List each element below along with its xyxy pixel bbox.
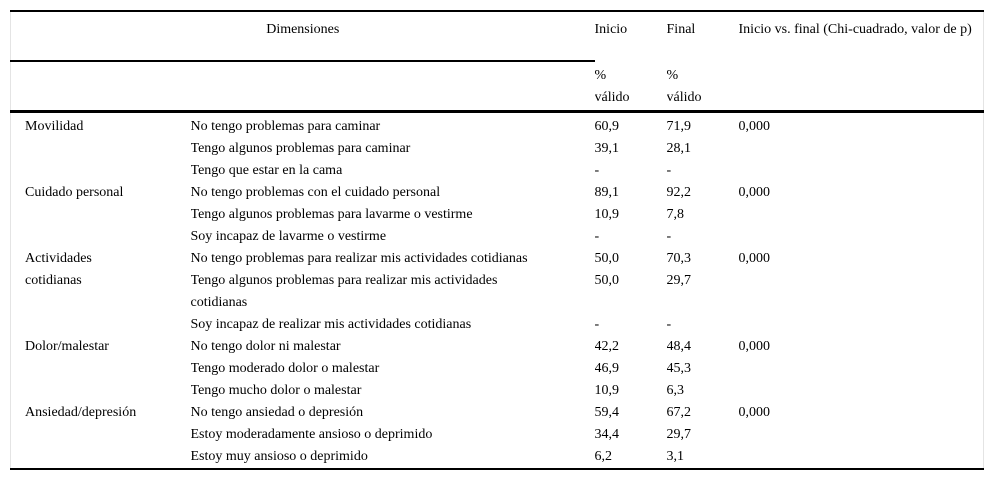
table-row: Cuidado personal No tengo problemas con e… [11, 182, 984, 204]
p-value-cell: 0,000 [738, 250, 771, 266]
p-value-cell [739, 160, 984, 182]
table-row: Actividades cotidianas No tengo problemas… [11, 248, 984, 288]
description-cell: No tengo problemas para realizar mis act… [190, 250, 528, 266]
table-body: Movilidad No tengo problemas para caminar… [11, 111, 984, 469]
final-value-cell: 29,7 [666, 272, 692, 288]
inicio-value-cell: 10,9 [594, 382, 620, 398]
final-value-cell: 48,4 [666, 338, 692, 354]
final-value-cell: 71,9 [666, 118, 692, 134]
p-value-cell [739, 226, 984, 248]
table-row: Movilidad No tengo problemas para caminar… [11, 111, 984, 138]
final-value-cell: 7,8 [666, 206, 685, 222]
table-row: Tengo algunos problemas para caminar 39,1… [11, 138, 984, 160]
p-value-cell [739, 204, 984, 226]
inicio-value-cell: 42,2 [594, 338, 620, 354]
table-row: Tengo que estar en la cama - - [11, 160, 984, 182]
p-value-cell [739, 270, 984, 314]
final-value-cell: - [666, 316, 672, 332]
column-header-final: Final [666, 22, 696, 37]
description-cell: Estoy moderadamente ansioso o deprimido [190, 426, 433, 442]
description-cell: Tengo algunos problemas para caminar [190, 140, 411, 156]
dimension-cell: Ansiedad/depresión [25, 404, 137, 420]
final-value-cell: 70,3 [666, 250, 692, 266]
eq5d-results-table: Dimensiones Inicio Final Inicio vs. fina… [10, 10, 985, 470]
description-cell: No tengo problemas con el cuidado person… [190, 184, 441, 200]
description-cell: Tengo moderado dolor o malestar [190, 360, 380, 376]
p-value-cell [739, 424, 984, 446]
p-value-cell: 0,000 [738, 338, 771, 354]
inicio-value-cell: 39,1 [594, 140, 620, 156]
description-cell: Soy incapaz de realizar mis actividades … [190, 316, 472, 332]
description-cell: Tengo que estar en la cama [190, 162, 343, 178]
header-spacer-cell [10, 61, 595, 113]
description-cell: Estoy muy ansioso o deprimido [190, 448, 368, 464]
table-row: Tengo algunos problemas para realizar mi… [11, 270, 984, 314]
dimension-cell: Movilidad [25, 118, 84, 134]
description-cell: Soy incapaz de lavarme o vestirme [190, 228, 387, 244]
p-value-cell [739, 314, 984, 336]
inicio-value-cell: 34,4 [594, 426, 620, 442]
final-value-cell: - [666, 228, 672, 244]
final-value-cell: 29,7 [666, 426, 692, 442]
column-header-inicio: Inicio [594, 22, 628, 37]
p-value-cell: 0,000 [738, 184, 771, 200]
final-value-cell: 45,3 [666, 360, 692, 376]
table-row: Soy incapaz de realizar mis actividades … [11, 314, 984, 336]
table-row: Estoy muy ansioso o deprimido 6,2 3,1 [11, 446, 984, 469]
subheader-final-valid: % válido [666, 61, 739, 113]
description-cell: No tengo ansiedad o depresión [190, 404, 364, 420]
subheader-inicio-valid-label: % válido [594, 68, 630, 105]
p-value-cell [739, 380, 984, 402]
inicio-value-cell: 6,2 [594, 448, 613, 464]
p-value-cell [739, 138, 984, 160]
subheader-inicio-valid: % válido [594, 61, 667, 113]
description-cell: Tengo algunos problemas para lavarme o v… [190, 206, 473, 222]
inicio-value-cell: - [594, 316, 600, 332]
inicio-value-cell: 89,1 [594, 184, 620, 200]
table-row: Ansiedad/depresión No tengo ansiedad o de… [11, 402, 984, 424]
dimension-cell: Dolor/malestar [25, 338, 109, 354]
inicio-value-cell: 50,0 [594, 250, 620, 266]
inicio-value-cell: - [594, 228, 600, 244]
inicio-value-cell: 46,9 [594, 360, 620, 376]
final-value-cell: - [666, 162, 672, 178]
table-row: Tengo moderado dolor o malestar 46,9 45,3 [11, 358, 984, 380]
dimension-cell: Cuidado personal [25, 184, 124, 200]
table-row: Tengo mucho dolor o malestar 10,9 6,3 [11, 380, 984, 402]
description-cell: No tengo dolor ni malestar [190, 338, 341, 354]
inicio-value-cell: 59,4 [594, 404, 620, 420]
column-header-chi-squared: Inicio vs. final (Chi-cuadrado, valor de… [738, 11, 984, 113]
table-row: Soy incapaz de lavarme o vestirme - - [11, 226, 984, 248]
final-value-cell: 92,2 [666, 184, 692, 200]
final-value-cell: 3,1 [666, 448, 685, 464]
p-value-cell [739, 446, 984, 469]
final-value-cell: 6,3 [666, 382, 685, 398]
table-row: Tengo algunos problemas para lavarme o v… [11, 204, 984, 226]
description-cell: Tengo mucho dolor o malestar [190, 382, 362, 398]
column-header-chi-squared-label: Inicio vs. final (Chi-cuadrado, valor de… [738, 22, 972, 37]
dimension-cell: Actividades cotidianas [25, 250, 92, 288]
table-row: Dolor/malestar No tengo dolor ni malestar… [11, 336, 984, 358]
final-value-cell: 67,2 [666, 404, 692, 420]
p-value-cell: 0,000 [738, 404, 771, 420]
table-row: Estoy moderadamente ansioso o deprimido 3… [11, 424, 984, 446]
description-cell: Tengo algunos problemas para realizar mi… [190, 272, 498, 310]
inicio-value-cell: 50,0 [594, 272, 620, 288]
inicio-value-cell: 10,9 [594, 206, 620, 222]
table-header: Dimensiones Inicio Final Inicio vs. fina… [10, 11, 984, 113]
subheader-final-valid-label: % válido [666, 68, 702, 105]
description-cell: No tengo problemas para caminar [190, 118, 381, 134]
inicio-value-cell: 60,9 [594, 118, 620, 134]
final-value-cell: 28,1 [666, 140, 692, 156]
header-row-sub: % válido % válido [10, 61, 984, 113]
column-header-dimensiones: Dimensiones [10, 11, 595, 62]
p-value-cell: 0,000 [738, 118, 771, 134]
p-value-cell [739, 358, 984, 380]
inicio-value-cell: - [594, 162, 600, 178]
header-row-main: Dimensiones Inicio Final Inicio vs. fina… [10, 11, 984, 113]
